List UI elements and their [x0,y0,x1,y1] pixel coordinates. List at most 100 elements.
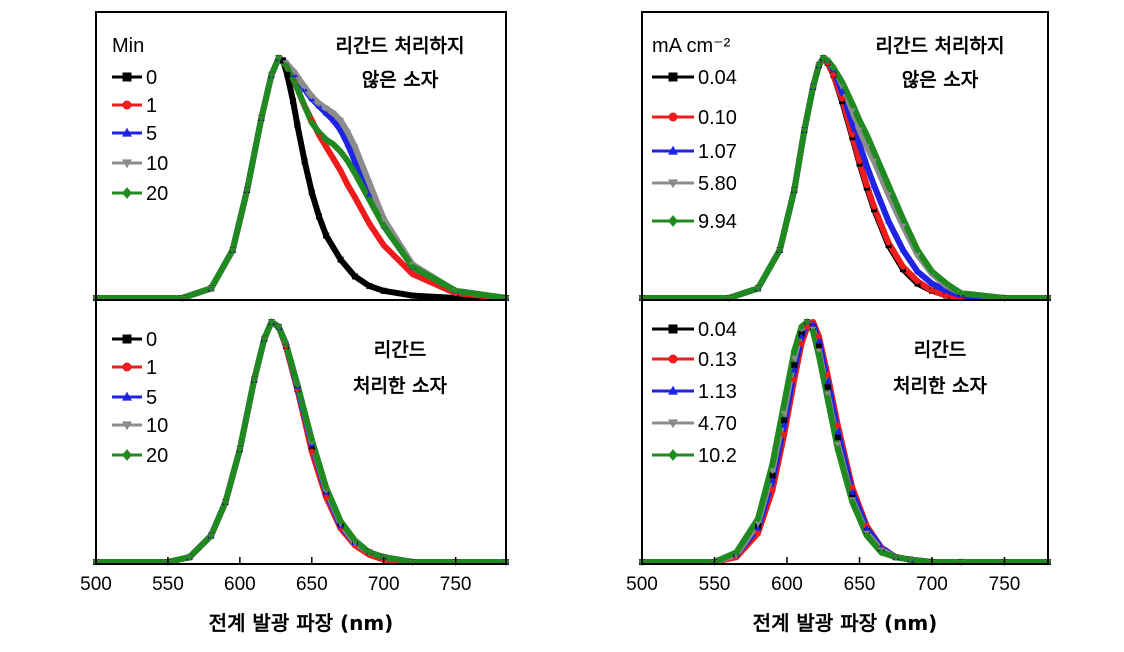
data-point-9.94 [754,284,762,293]
series-line-10.2 [639,319,1051,565]
data-point-1 [330,155,337,162]
x-tick-label: 500 [626,574,658,595]
data-point-5.80 [914,252,921,259]
data-point-0.13 [804,323,811,330]
data-point-10 [330,110,337,117]
data-point-20 [207,284,215,293]
data-point-0.04 [781,417,788,424]
legend-marker-10 [122,159,132,169]
data-point-20 [268,70,275,79]
data-point-20 [207,531,215,540]
legend-marker-1 [122,362,132,372]
series-line-9.94 [639,55,1051,301]
data-point-4.70 [790,355,798,362]
data-point-1 [351,194,358,201]
data-point-10.2 [906,555,914,564]
legend-label-0.04: 0.04 [698,319,737,341]
data-point-0.10 [856,158,863,165]
data-point-0 [337,256,344,263]
data-point-20 [366,548,373,557]
data-point-0.04 [769,472,776,479]
data-point-0 [366,283,373,289]
legend-label-0.10: 0.10 [698,107,737,129]
data-point-20 [186,553,193,562]
data-point-0 [351,273,358,280]
legend-marker-1 [122,100,132,110]
data-point-10.2 [732,548,740,557]
legend-label-20: 20 [146,445,168,467]
data-point-4.70 [780,410,788,417]
series-line-10 [93,319,509,565]
data-point-1.13 [809,320,817,327]
x-tick-label: 550 [152,574,184,595]
legend-marker-9.94 [668,215,678,227]
data-point-0 [315,213,322,220]
data-point-20 [301,102,308,110]
right-x-ticks: 500 550 600 650 700 750 [626,557,1020,595]
data-point-1 [380,242,387,249]
data-point-0 [409,292,416,299]
data-point-10.2 [863,531,871,540]
data-point-20 [275,54,283,62]
data-point-0.13 [755,530,761,537]
legend: 0.04 0.13 1.13 4.70 10.2 [652,319,737,467]
legend-marker-0.04 [668,324,678,334]
data-point-4.70 [769,468,776,475]
data-point-20 [337,517,344,526]
series-line-0 [93,319,509,565]
data-point-1 [308,448,315,455]
legend-marker-0 [122,334,132,344]
data-point-10 [366,180,373,187]
x-tick-label: 500 [80,574,112,595]
data-point-1 [337,167,344,174]
data-point-10.2 [815,351,823,360]
legend-marker-0.04 [668,72,678,82]
data-point-5.80 [863,144,871,151]
legend-label-1: 1 [146,95,157,117]
data-point-1.07 [863,162,871,169]
data-point-1.13 [834,428,842,435]
lower-panel-plot [92,318,510,566]
data-point-10 [315,101,323,108]
data-point-10.2 [809,327,817,336]
data-point-1.13 [815,337,823,344]
data-point-10 [344,130,352,136]
panel-annotation: 처리한 소자 [353,375,448,397]
data-point-1.13 [848,488,856,495]
data-point-1 [344,182,351,189]
data-point-20 [315,128,323,137]
x-tick-label: 750 [440,574,472,595]
left-x-axis-label: 전계 발광 파장 (nm) [209,611,394,635]
data-point-0 [301,158,308,165]
data-point-4.70 [834,442,842,448]
data-point-0 [284,71,291,78]
upper-panel-plot [638,54,1052,302]
data-point-9.94 [1001,294,1008,302]
data-point-20 [366,195,373,204]
panel-annotation: 않은 소자 [362,69,439,91]
data-point-20 [351,169,359,178]
data-point-5.80 [848,108,856,115]
legend-label-4.70: 4.70 [698,413,737,435]
legend-title: mA cm⁻² [652,35,731,57]
legend: mA cm⁻² 0.04 0.10 1.07 5.80 9.94 [652,35,737,233]
legend-marker-0.13 [668,354,678,364]
data-point-5 [322,109,330,116]
data-point-10 [308,94,316,100]
data-point-4.70 [815,348,823,355]
data-point-10.2 [798,322,805,331]
data-point-4.70 [754,521,762,528]
data-point-5 [344,140,352,147]
data-point-1.13 [824,378,831,385]
data-point-9.94 [776,246,784,254]
legend-marker-1.07 [668,145,678,155]
data-point-0.04 [791,362,798,369]
data-point-0.13 [834,422,841,429]
legend-label-5: 5 [146,387,157,409]
legend-label-10.2: 10.2 [698,445,737,467]
data-point-1.07 [914,268,921,274]
data-point-9.94 [819,54,827,62]
data-point-0.04 [834,434,841,441]
data-point-9.94 [928,267,936,276]
